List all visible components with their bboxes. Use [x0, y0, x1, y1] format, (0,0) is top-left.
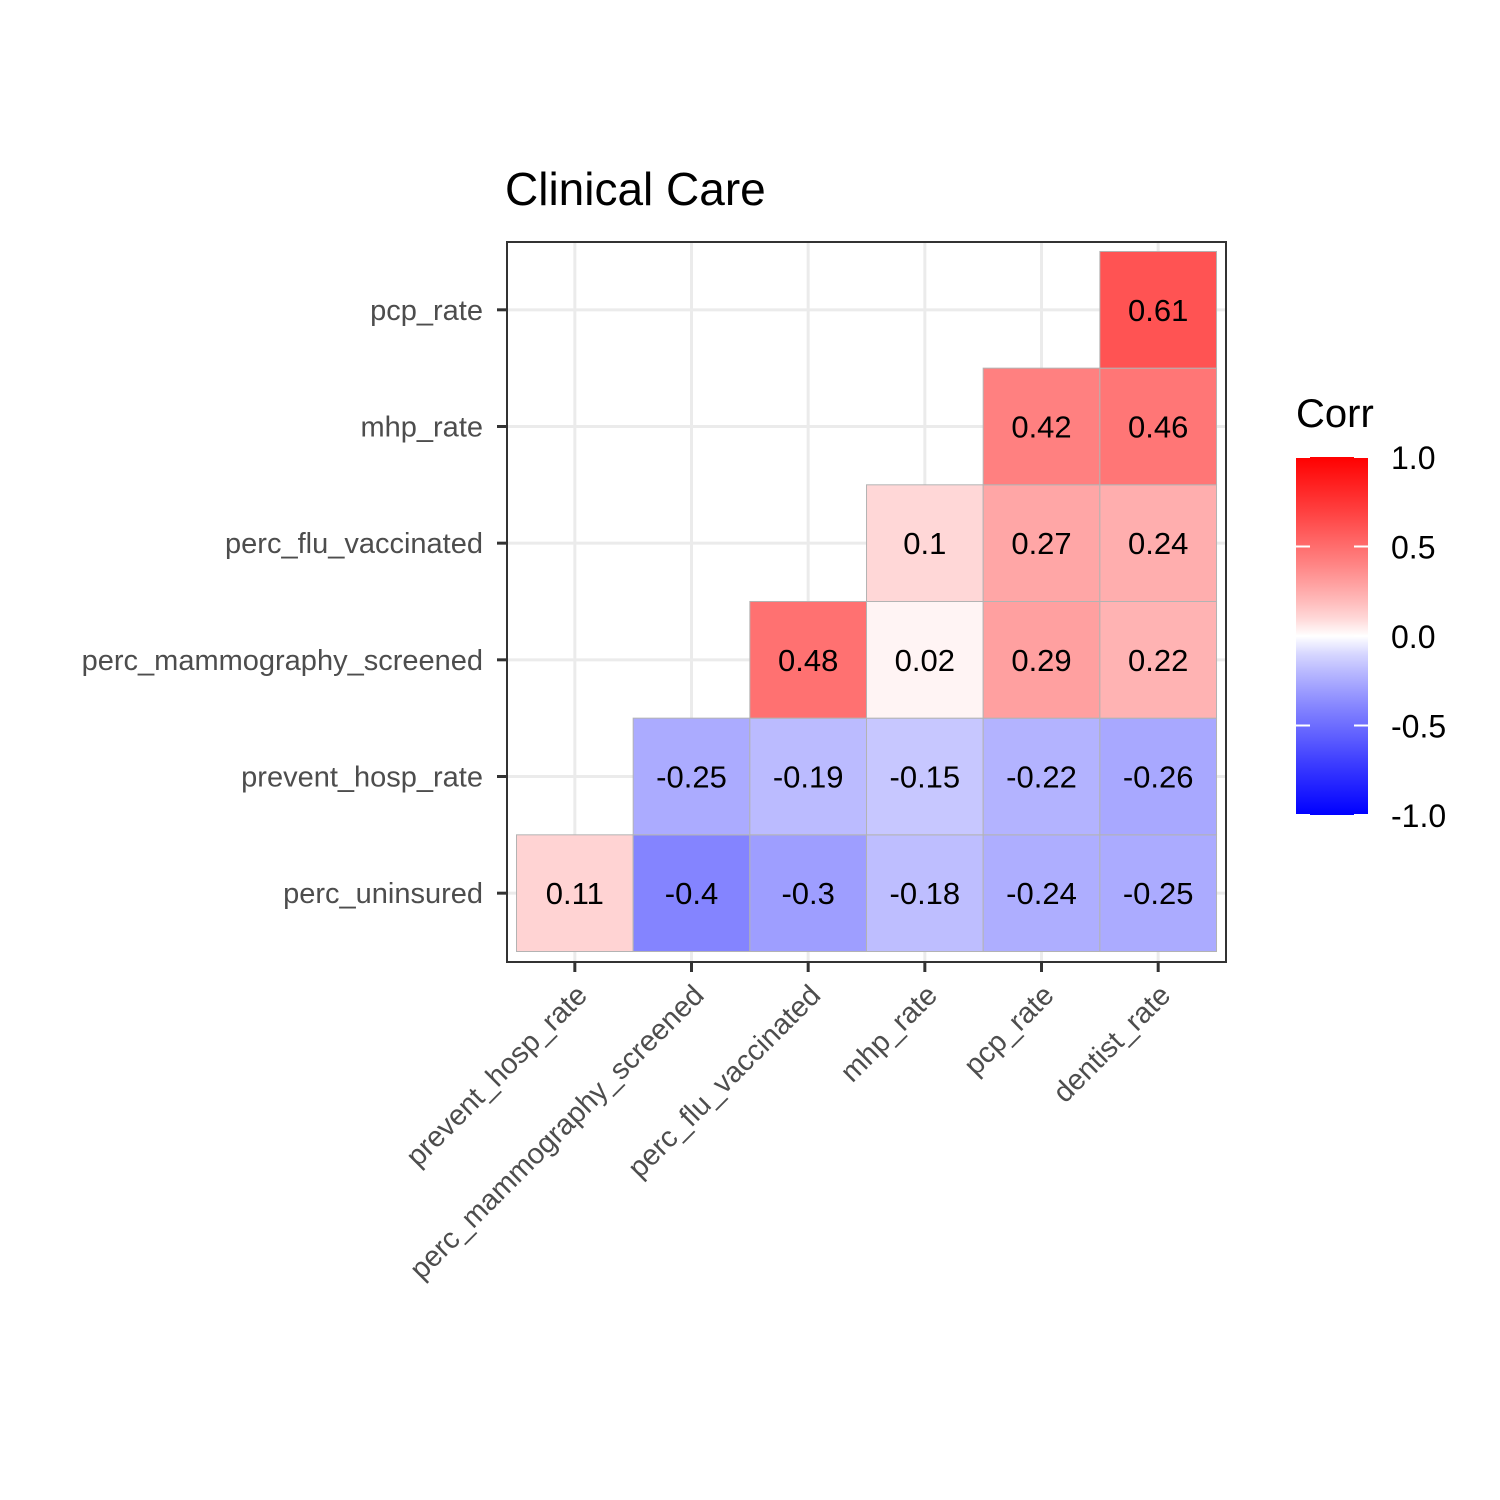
heatmap-cell — [982, 484, 1101, 602]
heatmap-cells — [516, 250, 1218, 953]
cell-value-label: 0.48 — [778, 643, 838, 678]
cell-value-label: -0.24 — [1006, 876, 1077, 911]
y-tick-label: perc_flu_vaccinated — [225, 528, 483, 560]
cell-value-label: 0.22 — [1128, 643, 1188, 678]
cell-value-label: 0.46 — [1128, 409, 1188, 444]
legend-tick-label: 0.0 — [1391, 619, 1435, 655]
y-axis: perc_uninsured prevent_hosp_rate perc_mamm… — [82, 295, 507, 910]
legend-tick-label: 0.5 — [1391, 530, 1435, 566]
heatmap-cell — [1099, 484, 1218, 602]
x-tick-label: mhp_rate — [835, 979, 944, 1088]
cell-value-label: 0.61 — [1128, 293, 1188, 328]
legend-tick-label: 1.0 — [1391, 440, 1435, 476]
heatmap-cell — [866, 600, 984, 719]
y-tick-label: pcp_rate — [370, 295, 483, 327]
x-tick-label: pcp_rate — [958, 979, 1060, 1081]
cell-value-label: -0.22 — [1006, 759, 1077, 794]
cell-value-label: 0.42 — [1011, 409, 1071, 444]
chart-title: Clinical Care — [505, 163, 766, 215]
cell-value-label: -0.26 — [1123, 759, 1194, 794]
cell-value-label: 0.29 — [1011, 643, 1071, 678]
heatmap-cell — [982, 600, 1101, 719]
cell-value-label: -0.4 — [665, 876, 718, 911]
heatmap-cell — [866, 484, 984, 602]
heatmap-cell — [632, 717, 751, 836]
cell-value-label: -0.18 — [890, 876, 961, 911]
heatmap-cell — [982, 717, 1101, 836]
y-tick-label: mhp_rate — [360, 411, 483, 443]
y-tick-label: perc_uninsured — [283, 878, 483, 910]
cell-value-label: -0.3 — [781, 876, 834, 911]
color-legend: Corr 1.0 0.5 0.0 -0.5 -1.0 — [1296, 392, 1446, 834]
heatmap-cell-labels: 0.11 -0.4 -0.3 -0.18 -0.24 -0.25 -0.25 -0.19 -0.… — [546, 293, 1194, 911]
heatmap-cell — [749, 717, 868, 836]
heatmap-cell — [982, 834, 1101, 953]
cell-value-label: -0.19 — [773, 759, 844, 794]
heatmap-cell — [1099, 600, 1218, 719]
x-tick-label: perc_flu_vaccinated — [622, 979, 827, 1184]
heatmap-cell — [632, 834, 751, 953]
y-tick-label: prevent_hosp_rate — [241, 761, 483, 793]
cell-value-label: 0.11 — [546, 876, 604, 911]
panel-border — [506, 241, 1227, 963]
x-tick-label: dentist_rate — [1047, 979, 1177, 1109]
x-axis: prevent_hosp_rateperc_mammography_screen… — [400, 962, 1177, 1286]
cell-value-label: -0.15 — [890, 759, 961, 794]
heatmap-cell — [1099, 717, 1218, 836]
heatmap-cell — [516, 834, 634, 953]
cell-value-label: 0.27 — [1011, 526, 1071, 561]
heatmap-cell — [1099, 367, 1218, 486]
cell-value-label: 0.1 — [903, 526, 946, 561]
legend-tick-label: -1.0 — [1391, 798, 1446, 834]
legend-tick-label: -0.5 — [1391, 709, 1446, 745]
heatmap-cell — [982, 367, 1101, 486]
heatmap-cell — [1099, 250, 1218, 369]
cell-value-label: -0.25 — [656, 759, 727, 794]
heatmap-cell — [1099, 834, 1218, 953]
legend-title: Corr — [1296, 392, 1374, 436]
cell-value-label: 0.24 — [1128, 526, 1188, 561]
cell-value-label: -0.25 — [1123, 876, 1194, 911]
heatmap-cell — [749, 600, 868, 719]
y-tick-label: perc_mammography_screened — [82, 645, 483, 677]
cell-value-label: 0.02 — [895, 643, 955, 678]
